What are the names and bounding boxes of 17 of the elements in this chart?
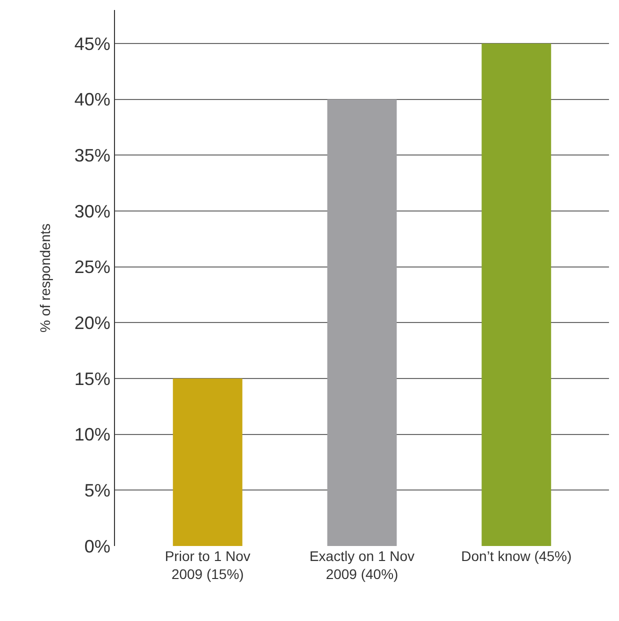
y-axis-title: % of respondents — [36, 224, 53, 332]
y-tick-label: 45% — [74, 34, 110, 54]
y-tick-label: 35% — [74, 145, 110, 166]
y-tick-label: 30% — [74, 201, 110, 222]
bar — [327, 99, 397, 546]
y-tick-label: 40% — [74, 90, 110, 110]
x-tick-label: Prior to 1 Nov 2009 (15%) — [164, 548, 250, 582]
y-tick-label: 0% — [84, 536, 110, 556]
y-tick-label: 15% — [74, 368, 110, 389]
y-tick-label: 25% — [74, 257, 110, 278]
x-tick-label: Don’t know (45%) — [461, 548, 572, 564]
bar — [172, 378, 242, 546]
bar — [482, 44, 552, 546]
y-tick-label: 20% — [74, 312, 110, 333]
y-tick-label: 10% — [74, 424, 110, 445]
x-tick-label: Exactly on 1 Nov 2009 (40%) — [309, 548, 415, 582]
y-tick-label: 5% — [84, 480, 110, 500]
